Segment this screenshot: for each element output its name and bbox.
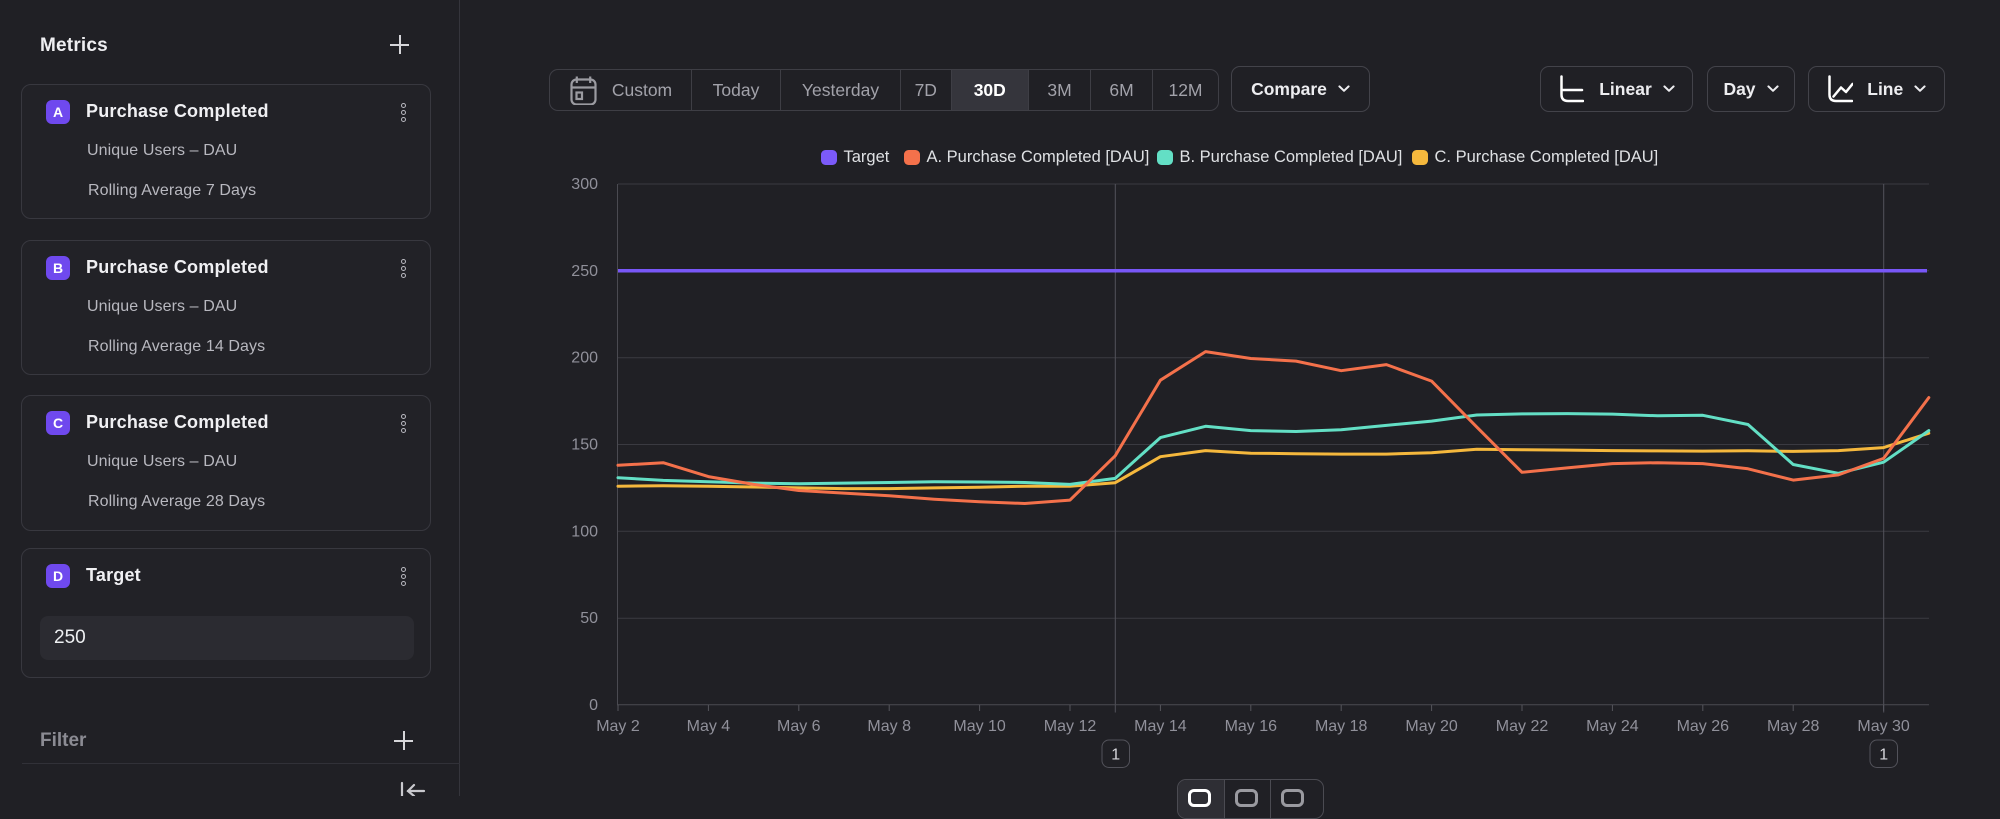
svg-text:May 22: May 22 xyxy=(1496,718,1549,735)
svg-text:100: 100 xyxy=(571,523,598,540)
svg-text:May 2: May 2 xyxy=(596,718,640,735)
svg-text:50: 50 xyxy=(580,610,598,627)
svg-text:1: 1 xyxy=(1879,747,1888,764)
svg-text:May 14: May 14 xyxy=(1134,718,1187,735)
svg-text:May 6: May 6 xyxy=(777,718,821,735)
svg-text:May 4: May 4 xyxy=(687,718,731,735)
svg-text:200: 200 xyxy=(571,350,598,367)
svg-text:May 24: May 24 xyxy=(1586,718,1639,735)
svg-text:May 8: May 8 xyxy=(867,718,911,735)
svg-text:May 20: May 20 xyxy=(1405,718,1458,735)
svg-text:May 30: May 30 xyxy=(1857,718,1910,735)
svg-text:150: 150 xyxy=(571,437,598,454)
svg-text:May 28: May 28 xyxy=(1767,718,1820,735)
svg-text:0: 0 xyxy=(589,697,598,714)
svg-text:250: 250 xyxy=(571,263,598,280)
svg-text:May 16: May 16 xyxy=(1225,718,1278,735)
svg-text:May 12: May 12 xyxy=(1044,718,1097,735)
svg-text:1: 1 xyxy=(1111,747,1120,764)
svg-text:May 18: May 18 xyxy=(1315,718,1368,735)
svg-text:300: 300 xyxy=(571,176,598,193)
svg-text:May 26: May 26 xyxy=(1677,718,1730,735)
svg-text:May 10: May 10 xyxy=(953,718,1006,735)
